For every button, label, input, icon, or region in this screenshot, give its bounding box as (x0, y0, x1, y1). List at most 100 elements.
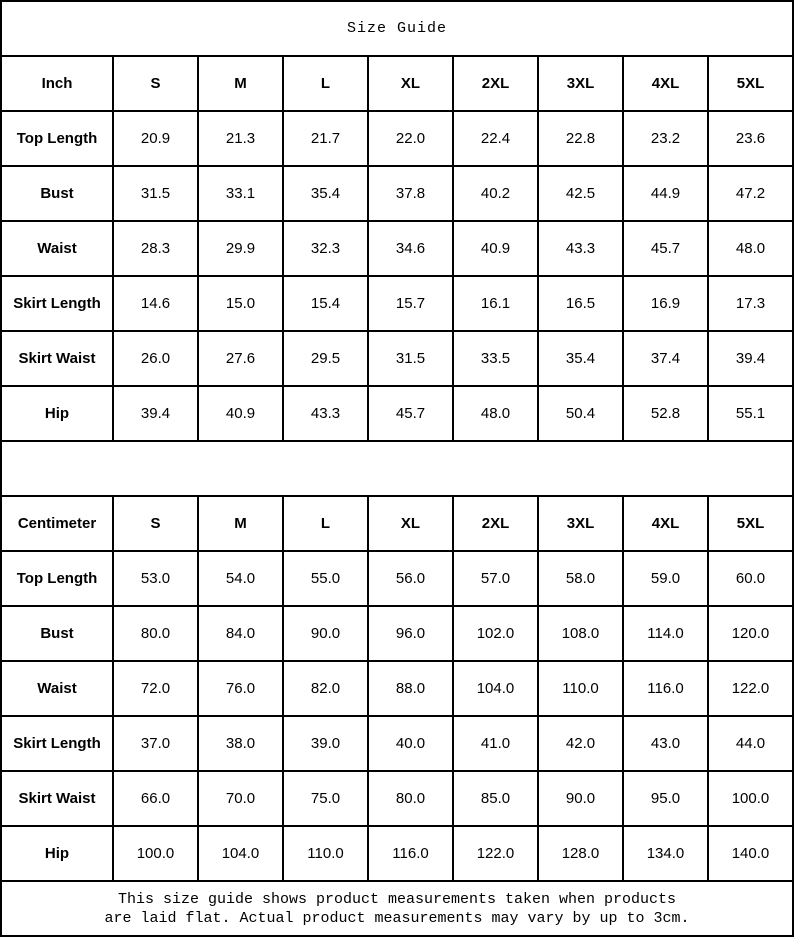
size-header-cell: 2XL (452, 55, 539, 112)
measurement-value-cell: 84.0 (197, 605, 284, 662)
measurement-value-cell: 72.0 (112, 660, 199, 717)
measurement-value-cell: 44.0 (707, 715, 794, 772)
measurement-value-cell: 48.0 (707, 220, 794, 277)
measurement-value-cell: 41.0 (452, 715, 539, 772)
measurement-value-cell: 60.0 (707, 550, 794, 607)
inch-table-section: Inch S M L XL 2XL 3XL 4XL 5XL Top Length 20.9 21.3 2… (0, 55, 794, 442)
measurement-value-cell: 50.4 (537, 385, 624, 442)
measurement-label-cell: Hip (0, 825, 114, 882)
size-header-cell: M (197, 55, 284, 112)
size-header-cell: 5XL (707, 55, 794, 112)
measurement-value-cell: 54.0 (197, 550, 284, 607)
measurement-row: Skirt Length 37.0 38.0 39.0 40.0 41.0 42.0 43.0… (0, 715, 794, 772)
measurement-value-cell: 104.0 (452, 660, 539, 717)
measurement-value-cell: 43.0 (622, 715, 709, 772)
size-header-cell: M (197, 495, 284, 552)
measurement-row: Waist 72.0 76.0 82.0 88.0 104.0 110.0 116.0 122.… (0, 660, 794, 717)
measurement-label-cell: Waist (0, 220, 114, 277)
measurement-value-cell: 76.0 (197, 660, 284, 717)
measurement-row: Bust 31.5 33.1 35.4 37.8 40.2 42.5 44.9 47.2 (0, 165, 794, 222)
measurement-value-cell: 26.0 (112, 330, 199, 387)
measurement-row: Skirt Waist 66.0 70.0 75.0 80.0 85.0 90.0 95.0 1… (0, 770, 794, 827)
measurement-label-cell: Top Length (0, 550, 114, 607)
measurement-value-cell: 40.9 (452, 220, 539, 277)
measurement-value-cell: 16.9 (622, 275, 709, 332)
measurement-value-cell: 90.0 (537, 770, 624, 827)
measurement-value-cell: 47.2 (707, 165, 794, 222)
measurement-row: Skirt Length 14.6 15.0 15.4 15.7 16.1 16.5 16.9… (0, 275, 794, 332)
size-header-row: Inch S M L XL 2XL 3XL 4XL 5XL (0, 55, 794, 112)
measurement-value-cell: 31.5 (367, 330, 454, 387)
spacer-row (0, 440, 794, 497)
measurement-label-cell: Skirt Length (0, 275, 114, 332)
measurement-value-cell: 14.6 (112, 275, 199, 332)
measurement-row: Bust 80.0 84.0 90.0 96.0 102.0 108.0 114.0 120.0 (0, 605, 794, 662)
footer-section: This size guide shows product measuremen… (0, 880, 794, 937)
measurement-value-cell: 90.0 (282, 605, 369, 662)
measurement-value-cell: 100.0 (707, 770, 794, 827)
measurement-value-cell: 15.4 (282, 275, 369, 332)
measurement-value-cell: 57.0 (452, 550, 539, 607)
size-header-cell: 3XL (537, 55, 624, 112)
measurement-value-cell: 53.0 (112, 550, 199, 607)
measurement-label-cell: Waist (0, 660, 114, 717)
measurement-value-cell: 116.0 (367, 825, 454, 882)
size-header-cell: 3XL (537, 495, 624, 552)
measurement-value-cell: 96.0 (367, 605, 454, 662)
measurement-row: Hip 100.0 104.0 110.0 116.0 122.0 128.0 134.0 14… (0, 825, 794, 882)
measurement-value-cell: 39.4 (707, 330, 794, 387)
measurement-value-cell: 39.4 (112, 385, 199, 442)
measurement-value-cell: 59.0 (622, 550, 709, 607)
measurement-value-cell: 27.6 (197, 330, 284, 387)
size-header-cell: XL (367, 55, 454, 112)
measurement-value-cell: 43.3 (537, 220, 624, 277)
measurement-value-cell: 140.0 (707, 825, 794, 882)
measurement-value-cell: 43.3 (282, 385, 369, 442)
measurement-value-cell: 95.0 (622, 770, 709, 827)
measurement-label-cell: Skirt Length (0, 715, 114, 772)
measurement-value-cell: 23.2 (622, 110, 709, 167)
measurement-label-cell: Hip (0, 385, 114, 442)
measurement-value-cell: 100.0 (112, 825, 199, 882)
measurement-value-cell: 128.0 (537, 825, 624, 882)
measurement-value-cell: 34.6 (367, 220, 454, 277)
measurement-value-cell: 16.1 (452, 275, 539, 332)
measurement-value-cell: 116.0 (622, 660, 709, 717)
measurement-label-cell: Skirt Waist (0, 330, 114, 387)
measurement-value-cell: 108.0 (537, 605, 624, 662)
size-header-cell: 4XL (622, 495, 709, 552)
page-title: Size Guide (0, 0, 794, 57)
centimeter-table-section: Centimeter S M L XL 2XL 3XL 4XL 5XL Top Length 53.… (0, 495, 794, 882)
title-section: Size Guide (0, 0, 794, 57)
size-header-row: Centimeter S M L XL 2XL 3XL 4XL 5XL (0, 495, 794, 552)
measurement-row: Top Length 53.0 54.0 55.0 56.0 57.0 58.0 59.0 60… (0, 550, 794, 607)
size-header-cell: XL (367, 495, 454, 552)
measurement-value-cell: 33.5 (452, 330, 539, 387)
measurement-value-cell: 134.0 (622, 825, 709, 882)
measurement-value-cell: 48.0 (452, 385, 539, 442)
measurement-value-cell: 44.9 (622, 165, 709, 222)
footer-note-line2: are laid flat. Actual product measuremen… (104, 909, 690, 927)
measurement-value-cell: 15.0 (197, 275, 284, 332)
measurement-value-cell: 38.0 (197, 715, 284, 772)
measurement-value-cell: 22.8 (537, 110, 624, 167)
measurement-value-cell: 23.6 (707, 110, 794, 167)
measurement-value-cell: 20.9 (112, 110, 199, 167)
size-header-cell: 5XL (707, 495, 794, 552)
measurement-value-cell: 28.3 (112, 220, 199, 277)
measurement-value-cell: 102.0 (452, 605, 539, 662)
measurement-value-cell: 80.0 (112, 605, 199, 662)
measurement-value-cell: 17.3 (707, 275, 794, 332)
measurement-value-cell: 85.0 (452, 770, 539, 827)
measurement-value-cell: 122.0 (707, 660, 794, 717)
measurement-value-cell: 42.0 (537, 715, 624, 772)
footer-note-line1: This size guide shows product measuremen… (117, 890, 677, 908)
measurement-value-cell: 22.0 (367, 110, 454, 167)
measurement-value-cell: 40.2 (452, 165, 539, 222)
measurement-row: Top Length 20.9 21.3 21.7 22.0 22.4 22.8 23.2 23… (0, 110, 794, 167)
measurement-value-cell: 31.5 (112, 165, 199, 222)
measurement-row: Hip 39.4 40.9 43.3 45.7 48.0 50.4 52.8 55.1 (0, 385, 794, 442)
measurement-value-cell: 39.0 (282, 715, 369, 772)
measurement-value-cell: 45.7 (367, 385, 454, 442)
